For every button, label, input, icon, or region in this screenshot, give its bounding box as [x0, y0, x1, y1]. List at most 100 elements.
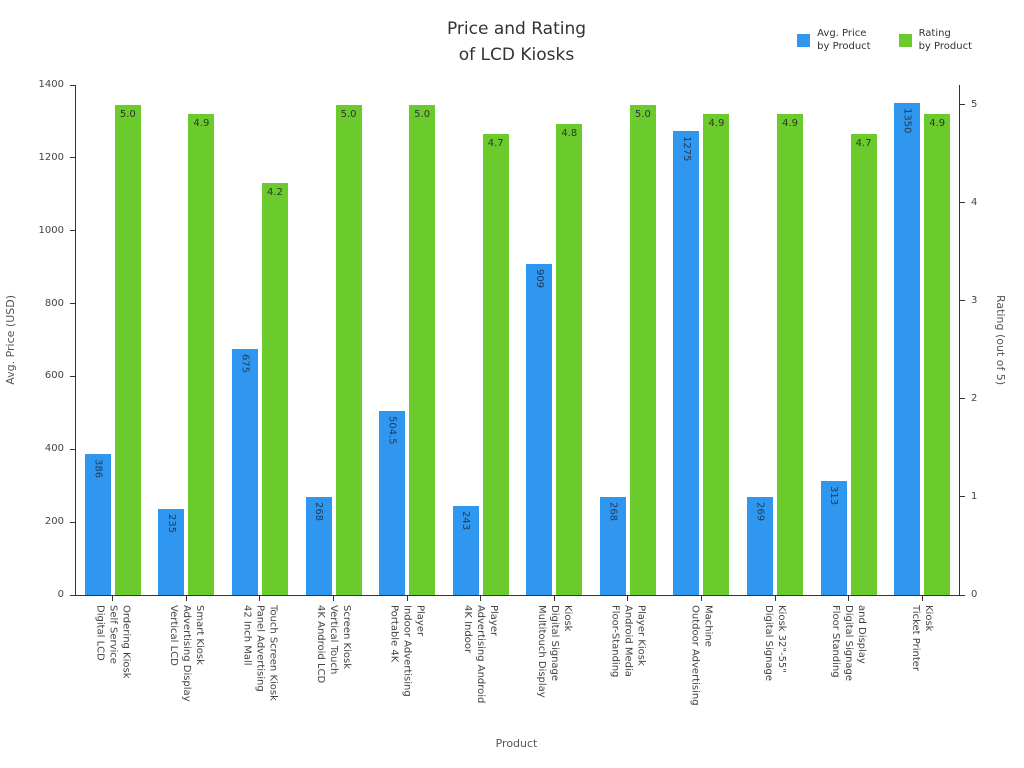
x-axis-tick — [406, 596, 408, 601]
x-tick-label-text: Digital LCD Self Service Ordering Kiosk — [94, 605, 132, 679]
price-bar — [379, 411, 406, 595]
price-value-label-text: 313 — [828, 485, 840, 506]
price-bar — [231, 349, 258, 595]
price-bar — [452, 506, 479, 595]
y-axis-label-left: Avg. Price (USD) — [4, 85, 17, 595]
y-axis-tick — [70, 594, 75, 596]
y2-axis-tick-label: 1 — [971, 490, 978, 502]
y-axis-tick-label: 600 — [44, 370, 64, 382]
legend-item-rating: Rating by Product — [898, 27, 972, 53]
rating-bar — [629, 104, 656, 595]
rating-value-label: 4.9 — [782, 118, 798, 130]
x-axis-tick — [848, 596, 850, 601]
price-bar — [526, 263, 553, 595]
x-axis-tick — [700, 596, 702, 601]
x-axis-tick — [333, 596, 335, 601]
x-axis-tick — [921, 596, 923, 601]
price-value-label-text: 268 — [313, 502, 325, 522]
price-value-label-text: 386 — [92, 459, 104, 479]
price-bar — [599, 497, 626, 595]
price-bar — [158, 509, 185, 595]
rating-bar — [335, 104, 362, 595]
y2-axis-tick-label: 4 — [971, 196, 978, 208]
x-axis-tick — [480, 596, 482, 601]
rating-bar — [482, 134, 509, 595]
y-axis-tick-label: 800 — [44, 297, 64, 309]
plot-area: 0 200 400 600 800 1000 1200 1400 0 1 2 3 4 5 386 5.0 Dig… — [39, 79, 978, 706]
x-tick-label-text: Digital Signage Kiosk 32"-55" — [763, 605, 788, 682]
y-axis-label-left-text: Avg. Price (USD) — [4, 295, 17, 385]
legend: Avg. Price by Product Rating by Product — [797, 27, 972, 53]
x-axis-tick — [627, 596, 629, 601]
rating-value-label: 4.2 — [267, 187, 283, 199]
rating-value-label: 5.0 — [119, 108, 136, 120]
y2-axis-tick-label: 2 — [971, 392, 978, 404]
y-axis-tick-label: 0 — [57, 589, 64, 600]
price-bar — [673, 130, 700, 595]
price-bar — [747, 497, 774, 595]
rating-value-label: 4.9 — [708, 118, 725, 130]
rating-bar — [114, 104, 141, 595]
y-axis-tick-label: 200 — [44, 516, 64, 528]
y2-axis-tick — [960, 398, 965, 400]
rating-value-label: 5.0 — [634, 108, 651, 120]
rating-value-label: 5.0 — [414, 108, 431, 120]
y-axis-tick-label: 1200 — [38, 151, 64, 163]
y2-axis-tick — [960, 300, 965, 302]
y-axis-tick — [70, 303, 75, 305]
price-bar — [894, 103, 921, 595]
x-tick-label-text: Multitouch Display Digital Signage Kiosk — [535, 605, 573, 698]
chart-title: Price and Rating of LCD Kiosks — [446, 19, 587, 65]
rating-bar — [777, 114, 804, 595]
rating-bar — [556, 124, 583, 595]
price-value-label-text: 1350 — [901, 108, 913, 134]
rating-value-label: 4.9 — [193, 118, 210, 130]
y-axis-tick-label: 1400 — [38, 79, 64, 90]
y2-axis-tick — [960, 104, 965, 106]
price-value-label-text: 268 — [607, 502, 619, 522]
rating-bar — [409, 104, 436, 595]
x-tick-label-text: Portable 4K Indoor Advertising Player — [388, 605, 426, 697]
price-value-label-text: 909 — [533, 268, 545, 288]
y-axis-label-right: Rating (out of 5) — [994, 85, 1007, 595]
y2-axis-tick — [960, 202, 965, 204]
rating-value-label: 4.9 — [929, 118, 946, 130]
y2-axis-tick-label: 3 — [971, 294, 978, 306]
rating-value-label: 4.7 — [855, 138, 872, 150]
x-tick-label-text: 4K Android LCD Vertical Touch Screen Kio… — [315, 605, 353, 684]
x-axis-tick — [259, 596, 261, 601]
y2-axis-tick-label: 0 — [971, 589, 978, 600]
legend-label-price: Avg. Price by Product — [817, 28, 871, 52]
x-axis-tick — [112, 596, 114, 601]
legend-swatch-rating — [898, 33, 912, 47]
legend-label-rating: Rating by Product — [918, 28, 972, 52]
y2-axis-tick — [960, 496, 965, 498]
rating-bar — [924, 114, 951, 595]
x-axis-tick — [774, 596, 776, 601]
x-axis-label: Product — [495, 737, 538, 750]
y-axis-tick — [70, 448, 75, 450]
y-axis-tick-label: 400 — [44, 443, 64, 455]
rating-value-label: 5.0 — [340, 108, 357, 120]
rating-bar — [188, 114, 215, 595]
y-axis-tick — [70, 230, 75, 232]
price-bar — [820, 480, 847, 595]
y-axis-tick-label: 1000 — [38, 224, 64, 236]
rating-bar — [261, 183, 288, 595]
legend-item-price: Avg. Price by Product — [797, 27, 871, 53]
x-tick-label-text: Vertical LCD Advertising Display Smart K… — [167, 605, 205, 702]
x-axis-tick — [185, 596, 187, 601]
y-axis-tick — [70, 521, 75, 523]
rating-bar — [703, 114, 730, 595]
x-tick-label-text: 42 Inch Mall Panel Advertising Touch Scr… — [241, 605, 279, 701]
legend-swatch-price — [797, 33, 811, 47]
x-axis-tick — [553, 596, 555, 601]
price-value-label-text: 1275 — [680, 135, 692, 161]
x-tick-label-text: Outdoor Advertising Machine — [689, 605, 714, 706]
y-axis-label-right-text: Rating (out of 5) — [994, 294, 1007, 386]
rating-value-label: 4.8 — [561, 128, 578, 140]
price-bar — [84, 454, 111, 595]
price-bar — [305, 497, 332, 595]
x-tick-label-text: 4K Indoor Advertising Android Player — [462, 605, 500, 704]
